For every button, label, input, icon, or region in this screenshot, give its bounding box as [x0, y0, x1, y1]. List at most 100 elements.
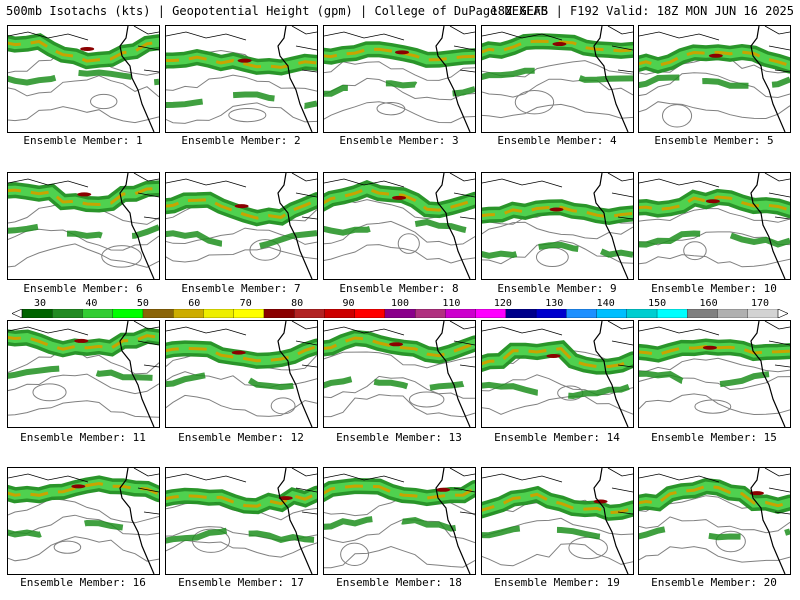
jet-band-secondary	[8, 364, 159, 382]
state-borders	[607, 26, 633, 73]
height-contour	[639, 208, 790, 223]
height-contour	[639, 393, 790, 416]
scale-swatch	[82, 309, 114, 318]
jet-band-inner	[324, 183, 475, 215]
closed-contour	[191, 528, 231, 553]
state-borders	[764, 26, 790, 73]
coastline	[593, 468, 629, 574]
jet-band-inner	[482, 36, 633, 57]
scale-tick-label: 30	[33, 298, 47, 309]
aleutian-coast	[166, 178, 247, 188]
closed-contour	[53, 540, 82, 554]
ensemble-member-panel	[481, 320, 634, 428]
height-contour	[324, 518, 475, 544]
state-borders	[291, 26, 317, 73]
coastline	[277, 173, 313, 279]
ensemble-member-panel	[165, 172, 318, 280]
state-borders	[607, 468, 633, 515]
aleutian-coast	[639, 326, 720, 336]
ensemble-member-label: Ensemble Member: 16	[20, 576, 146, 589]
ensemble-member-panel	[638, 467, 791, 575]
closed-contour	[397, 233, 420, 254]
height-contour	[324, 220, 475, 246]
closed-contour	[535, 247, 569, 268]
scale-tick-label: 110	[442, 298, 461, 309]
jet-band-inner	[482, 202, 633, 222]
height-contour	[482, 78, 633, 98]
ensemble-member-label: Ensemble Member: 12	[178, 431, 304, 444]
scale-tick-label: 90	[342, 298, 355, 309]
height-contour	[166, 246, 317, 263]
closed-contour	[249, 239, 281, 261]
height-contour	[639, 101, 790, 120]
coastline	[277, 26, 313, 132]
aleutian-coast	[482, 31, 563, 41]
isotach-map	[324, 173, 475, 279]
ensemble-member-label: Ensemble Member: 3	[339, 134, 459, 147]
state-borders	[291, 173, 317, 220]
scale-tick-label: 140	[596, 298, 615, 309]
coastline	[750, 173, 786, 279]
jet-maximum	[278, 496, 293, 501]
scale-swatch	[52, 309, 84, 318]
jet-maximum	[77, 192, 92, 197]
ensemble-member-label: Ensemble Member: 4	[497, 134, 617, 147]
jet-band-inner	[8, 183, 159, 210]
height-contour	[324, 61, 475, 81]
coastline	[750, 26, 786, 132]
scale-swatch	[112, 309, 144, 318]
state-borders	[764, 468, 790, 515]
height-contour	[639, 357, 790, 373]
scale-tick-label: 150	[648, 298, 667, 309]
aleutian-coast	[482, 473, 563, 483]
jet-band-secondary	[324, 80, 475, 97]
jet-maximum	[552, 42, 567, 47]
jet-band-secondary	[166, 371, 317, 391]
state-borders	[449, 173, 475, 220]
jet-band-secondary	[166, 526, 317, 544]
ensemble-member-label: Ensemble Member: 10	[651, 282, 777, 295]
jet-band-secondary	[639, 74, 790, 89]
height-contour	[8, 243, 159, 268]
coastline	[435, 321, 471, 427]
closed-contour	[694, 399, 732, 414]
coastline	[750, 468, 786, 574]
ensemble-member-panel	[638, 320, 791, 428]
aleutian-coast	[8, 31, 89, 41]
aleutian-coast	[8, 326, 89, 336]
jet-band-inner	[639, 47, 790, 71]
aleutian-coast	[639, 178, 720, 188]
ensemble-member-label: Ensemble Member: 5	[654, 134, 774, 147]
jet-band-secondary	[482, 241, 633, 259]
height-contour	[324, 394, 475, 418]
state-borders	[133, 321, 159, 368]
ensemble-member-label: Ensemble Member: 7	[181, 282, 301, 295]
height-contour	[639, 546, 790, 563]
closed-contour	[683, 241, 707, 261]
closed-contour	[90, 93, 118, 110]
scale-swatch	[717, 309, 749, 318]
coastline	[593, 26, 629, 132]
ensemble-member-panel	[323, 467, 476, 575]
ensemble-member-panel	[481, 25, 634, 133]
jet-maximum	[392, 195, 407, 200]
ensemble-member-panel	[7, 320, 160, 428]
jet-maximum	[705, 199, 720, 204]
coastline	[119, 321, 155, 427]
height-contour	[324, 351, 475, 369]
jet-maximum	[80, 46, 95, 51]
coastline	[593, 321, 629, 427]
height-contour	[324, 375, 475, 399]
isotach-map	[482, 26, 633, 132]
height-contour	[482, 221, 633, 240]
aleutian-coast	[482, 326, 563, 336]
ensemble-member-label: Ensemble Member: 11	[20, 431, 146, 444]
aleutian-coast	[324, 31, 405, 41]
isotach-map	[166, 321, 317, 427]
jet-band-secondary	[324, 514, 475, 532]
isotach-map	[8, 173, 159, 279]
scale-swatch	[384, 309, 416, 318]
jet-band-secondary	[639, 230, 790, 248]
scale-swatch	[354, 309, 386, 318]
ensemble-member-panel	[323, 172, 476, 280]
